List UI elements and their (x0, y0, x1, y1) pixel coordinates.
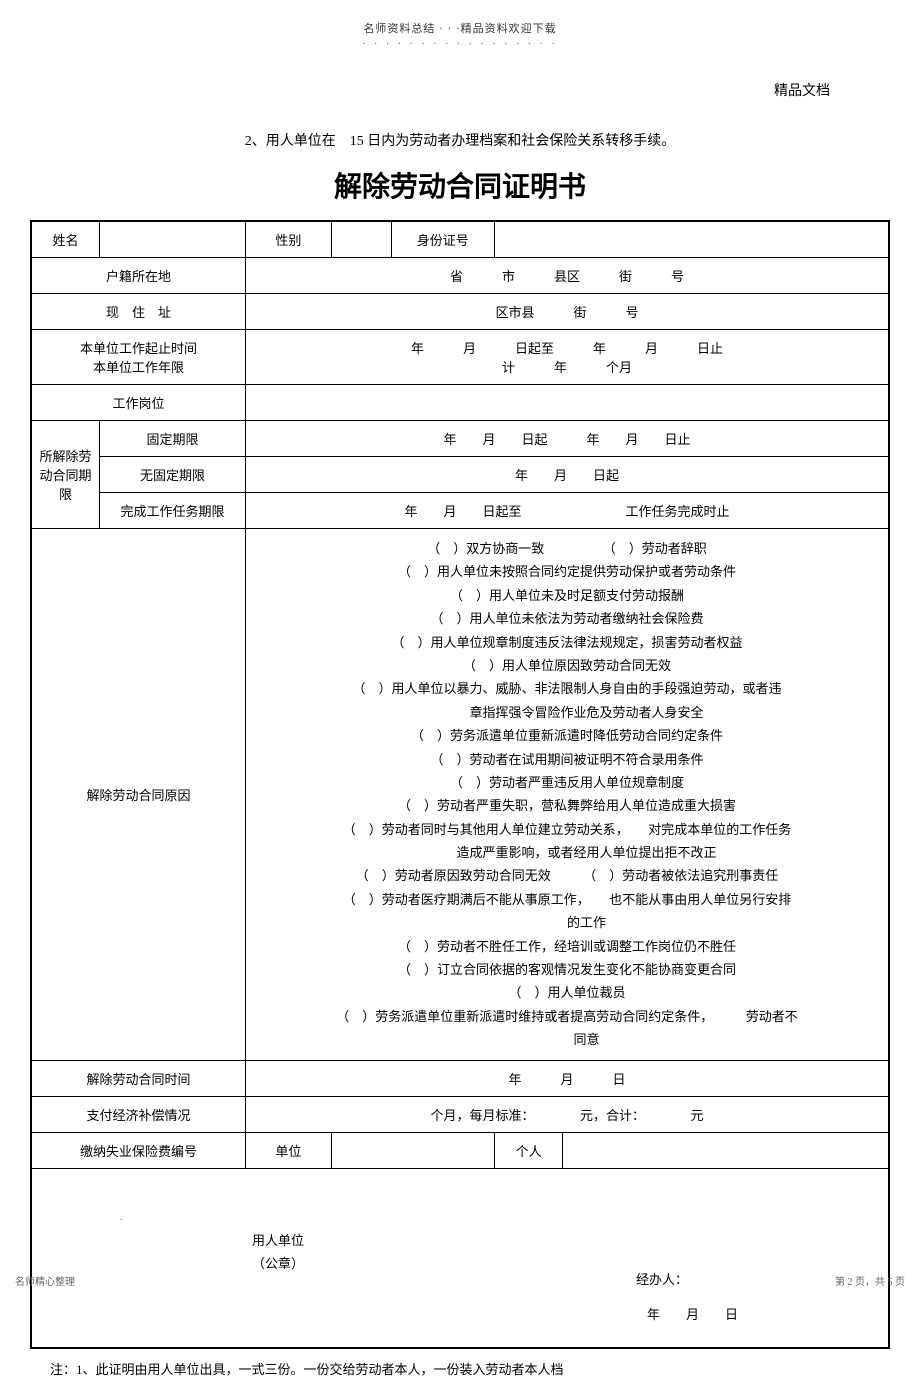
contract-period-main-label: 所解除劳动合同期限 (31, 421, 100, 529)
insurance-label: 缴纳失业保险费编号 (31, 1132, 245, 1168)
work-period-content1: 年 月 日起至 年 月 日止 (411, 341, 723, 356)
signature-cell: 用人单位 （公章） 经办人： 年 月 日 (31, 1168, 889, 1348)
unfixed-period-content: 年 月 日起 (245, 457, 889, 493)
corner-text: 精品文档 (30, 80, 890, 100)
insurance-unit-label: 单位 (245, 1132, 331, 1168)
task-period-content: 年 月 日起至 工作任务完成时止 (245, 493, 889, 529)
row-contract-fixed: 所解除劳动合同期限 固定期限 年 月 日起 年 月 日止 (31, 421, 889, 457)
row-work-period: 本单位工作起止时间 本单位工作年限 年 月 日起至 年 月 日止 计 年 个月 (31, 330, 889, 385)
fixed-period-content: 年 月 日起 年 月 日止 (245, 421, 889, 457)
bottom-right-text: 第 2 页，共 5 页 (835, 1273, 905, 1288)
id-value (494, 221, 889, 258)
reason-item: （ ）劳动者严重失职，营私舞弊给用人单位造成重大损害 (252, 794, 882, 817)
household-label: 户籍所在地 (31, 258, 245, 294)
work-period-content2: 计 年 个月 (502, 360, 632, 375)
task-period-label: 完成工作任务期限 (100, 493, 246, 529)
insurance-unit-value (331, 1132, 494, 1168)
reason-item: （ ）劳动者在试用期间被证明不符合录用条件 (252, 748, 882, 771)
position-label: 工作岗位 (31, 385, 245, 421)
reason-item: 同意 (252, 1028, 882, 1051)
reason-item: （ ）劳动者原因致劳动合同无效 （ ）劳动者被依法追究刑事责任 (252, 864, 882, 887)
handler-text: 经办人： (636, 1269, 688, 1288)
address-content: 区市县 街 号 (245, 294, 889, 330)
reason-item: （ ）用人单位原因致劳动合同无效 (252, 654, 882, 677)
reason-item: （ ）用人单位未依法为劳动者缴纳社会保险费 (252, 607, 882, 630)
reason-item: （ ）双方协商一致 （ ）劳动者辞职 (252, 537, 882, 560)
household-content: 省 市 县区 街 号 (245, 258, 889, 294)
termination-time-label: 解除劳动合同时间 (31, 1060, 245, 1096)
header-dots: · · · · · · · · · · · · · · · · · (30, 39, 890, 50)
reason-item: （ ）用人单位规章制度违反法律法规规定，损害劳动者权益 (252, 631, 882, 654)
row-address: 现 住 址 区市县 街 号 (31, 294, 889, 330)
address-label: 现 住 址 (31, 294, 245, 330)
seal-text: 用人单位 （公章） (252, 1229, 304, 1276)
name-label: 姓名 (31, 221, 100, 258)
footer-note: 注：1、此证明由用人单位出具，一式三份。一份交给劳动者本人，一份装入劳动者本人档 (30, 1359, 890, 1378)
reasons-label: 解除劳动合同原因 (31, 529, 245, 1061)
gender-label: 性别 (245, 221, 331, 258)
row-termination-time: 解除劳动合同时间 年 月 日 (31, 1060, 889, 1096)
work-period-label: 本单位工作起止时间 本单位工作年限 (31, 330, 245, 385)
row-household: 户籍所在地 省 市 县区 街 号 (31, 258, 889, 294)
reason-item: 的工作 (252, 911, 882, 934)
compensation-content: 个月，每月标准： 元，合计： 元 (245, 1096, 889, 1132)
row-compensation: 支付经济补偿情况 个月，每月标准： 元，合计： 元 (31, 1096, 889, 1132)
work-period-label2: 本单位工作年限 (93, 360, 184, 375)
reason-item: 造成严重影响，或者经用人单位提出拒不改正 (252, 841, 882, 864)
id-label: 身份证号 (391, 221, 494, 258)
reason-item: （ ）劳务派遣单位重新派遣时维持或者提高劳动合同约定条件， 劳动者不 (252, 1005, 882, 1028)
row-reasons: 解除劳动合同原因 （ ）双方协商一致 （ ）劳动者辞职（ ）用人单位未按照合同约… (31, 529, 889, 1061)
reason-item: （ ）劳动者严重违反用人单位规章制度 (252, 771, 882, 794)
seal-line2: （公章） (252, 1256, 304, 1271)
gender-value (331, 221, 391, 258)
reason-item: （ ）劳动者医疗期满后不能从事原工作， 也不能从事由用人单位另行安排 (252, 888, 882, 911)
header-small-text: 名师资料总结 · · ·精品资料欢迎下载 (30, 20, 890, 36)
row-contract-task: 完成工作任务期限 年 月 日起至 工作任务完成时止 (31, 493, 889, 529)
compensation-label: 支付经济补偿情况 (31, 1096, 245, 1132)
unfixed-period-label: 无固定期限 (100, 457, 246, 493)
reasons-content: （ ）双方协商一致 （ ）劳动者辞职（ ）用人单位未按照合同约定提供劳动保护或者… (245, 529, 889, 1061)
name-value (100, 221, 246, 258)
row-basic-info: 姓名 性别 身份证号 (31, 221, 889, 258)
row-contract-unfixed: 无固定期限 年 月 日起 (31, 457, 889, 493)
reason-item: （ ）劳务派遣单位重新派遣时降低劳动合同约定条件 (252, 724, 882, 747)
intro-text: 2、用人单位在 15 日内为劳动者办理档案和社会保险关系转移手续。 (30, 130, 890, 150)
main-title: 解除劳动合同证明书 (30, 165, 890, 205)
reason-item: （ ）用人单位未及时足额支付劳动报酬 (252, 584, 882, 607)
work-period-label1: 本单位工作起止时间 (80, 341, 197, 356)
reason-item: （ ）订立合同依据的客观情况发生变化不能协商变更合同 (252, 958, 882, 981)
insurance-personal-value (563, 1132, 889, 1168)
reason-item: （ ）劳动者不胜任工作，经培训或调整工作岗位仍不胜任 (252, 935, 882, 958)
form-table: 姓名 性别 身份证号 户籍所在地 省 市 县区 街 号 现 住 址 区市县 街 … (30, 220, 890, 1349)
dot-marker: . (120, 1212, 123, 1223)
row-insurance: 缴纳失业保险费编号 单位 个人 (31, 1132, 889, 1168)
work-period-content: 年 月 日起至 年 月 日止 计 年 个月 (245, 330, 889, 385)
reason-item: （ ）劳动者同时与其他用人单位建立劳动关系， 对完成本单位的工作任务 (252, 818, 882, 841)
fixed-period-label: 固定期限 (100, 421, 246, 457)
position-value (245, 385, 889, 421)
reason-item: （ ）用人单位以暴力、威胁、非法限制人身自由的手段强迫劳动，或者违 (252, 677, 882, 700)
signature-date: 年 月 日 (647, 1304, 738, 1323)
termination-time-content: 年 月 日 (245, 1060, 889, 1096)
seal-line1: 用人单位 (252, 1233, 304, 1248)
row-position: 工作岗位 (31, 385, 889, 421)
reason-item: 章指挥强令冒险作业危及劳动者人身安全 (252, 701, 882, 724)
row-signature: 用人单位 （公章） 经办人： 年 月 日 (31, 1168, 889, 1348)
bottom-left-text: 名师精心整理 (15, 1273, 75, 1288)
reason-item: （ ）用人单位未按照合同约定提供劳动保护或者劳动条件 (252, 560, 882, 583)
reason-item: （ ）用人单位裁员 (252, 981, 882, 1004)
insurance-personal-label: 个人 (494, 1132, 563, 1168)
